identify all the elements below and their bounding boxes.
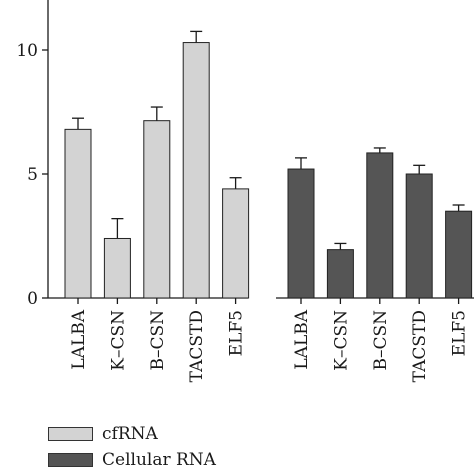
bar-cfrna-tacstd [182,42,210,299]
bar-cfrna-lalba [64,128,92,299]
bar-cfrna-b-csn [143,120,171,299]
y-tick-label-5: 5 [27,165,38,185]
legend-swatch-cellular-rna [48,453,93,467]
x-tick-label-cfrna-elf5: ELF5 [227,310,247,356]
x-tick-label-cellular-rna-lalba: LALBA [292,309,312,369]
legend-label-cfrna: cfRNA [102,424,158,444]
x-tick-label-cfrna-b-csn: B–CSN [148,310,168,371]
bar-cellular-rna-k-csn [326,249,354,299]
legend-swatch-cfrna [48,427,93,441]
x-tick-label-cellular-rna-b-csn: B–CSN [371,310,391,371]
x-tick-label-cfrna-lalba: LALBA [69,309,89,369]
x-tick-label-cellular-rna-elf5: ELF5 [450,310,470,356]
x-tick-label-cellular-rna-k-csn: K–CSN [331,310,351,371]
legend-item-cfrna: cfRNA [48,424,158,444]
bar-cfrna-elf5 [222,188,250,299]
bar-cellular-rna-b-csn [366,152,394,299]
bar-cellular-rna-elf5 [445,210,473,299]
x-tick-label-cfrna-k-csn: K–CSN [108,310,128,371]
legend: cfRNA Cellular RNA [48,424,348,472]
y-tick-label-0: 0 [27,289,38,309]
bar-cellular-rna-lalba [287,168,315,299]
bar-cellular-rna-tacstd [405,173,433,299]
y-tick-label-10: 10 [16,41,38,61]
bar-cfrna-k-csn [103,237,131,299]
x-tick-label-cfrna-tacstd: TACSTD [187,310,207,382]
legend-label-cellular-rna: Cellular RNA [102,450,216,470]
legend-item-cellular-rna: Cellular RNA [48,450,216,470]
x-tick-label-cellular-rna-tacstd: TACSTD [410,310,430,382]
